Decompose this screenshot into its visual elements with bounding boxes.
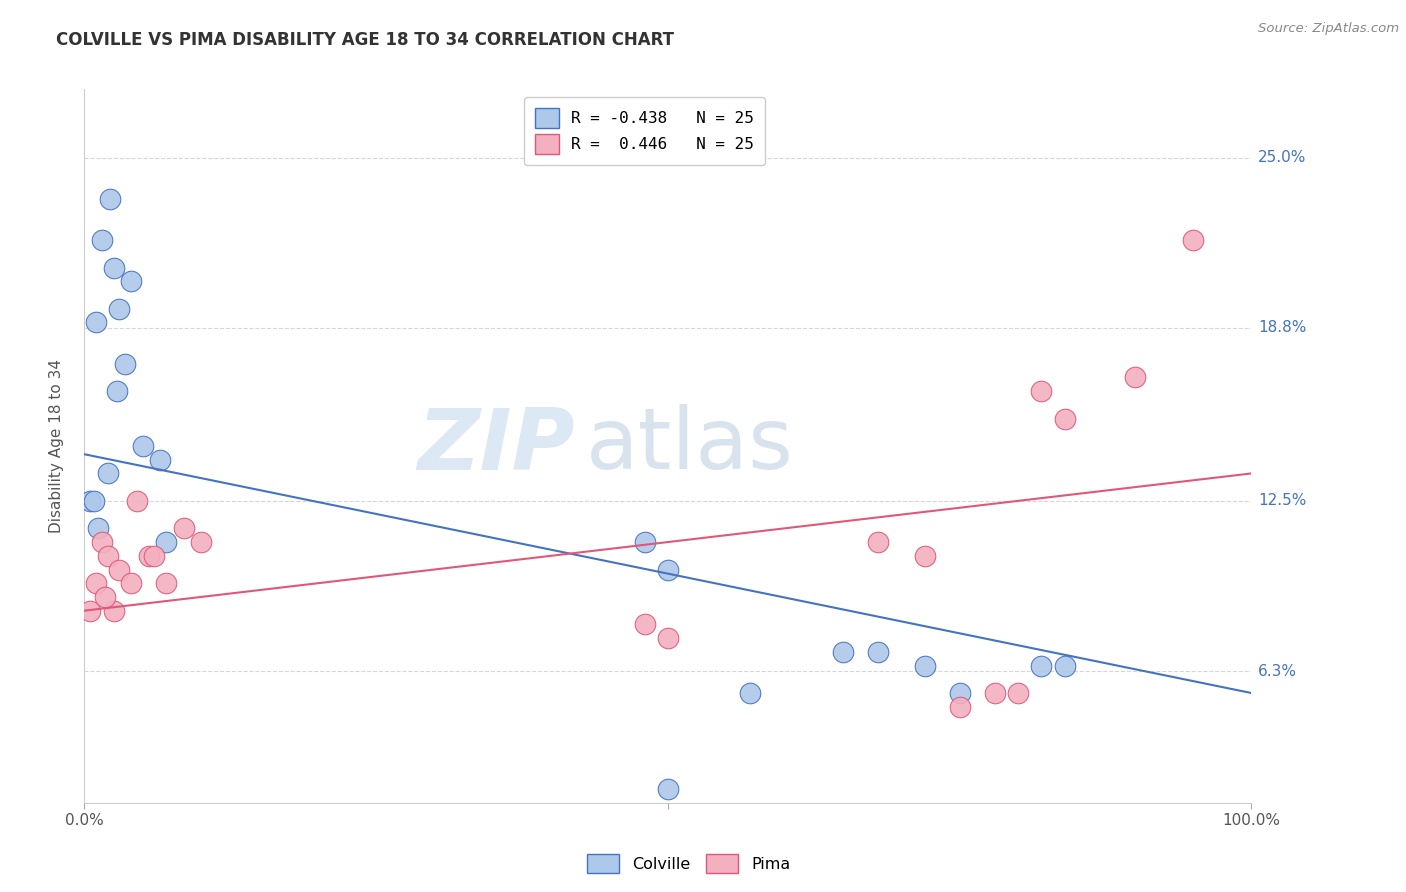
Point <box>108 562 131 576</box>
Text: atlas: atlas <box>586 404 794 488</box>
Text: 6.3%: 6.3% <box>1258 664 1298 679</box>
Point <box>1123 370 1146 384</box>
Point <box>87 521 110 535</box>
Point <box>83 494 105 508</box>
Point <box>120 576 142 591</box>
Point <box>983 686 1005 700</box>
Point <box>108 301 131 316</box>
Point <box>155 576 177 591</box>
Point <box>1181 233 1204 247</box>
Point <box>155 535 177 549</box>
Point <box>90 535 112 549</box>
Point <box>79 604 101 618</box>
Point <box>657 631 679 645</box>
Point <box>1007 686 1029 700</box>
Point <box>149 452 172 467</box>
Point <box>143 549 166 563</box>
Point <box>657 562 679 576</box>
Y-axis label: Disability Age 18 to 34: Disability Age 18 to 34 <box>49 359 63 533</box>
Point <box>120 274 142 288</box>
Point <box>190 535 212 549</box>
Point <box>90 233 112 247</box>
Point <box>114 357 136 371</box>
Point <box>832 645 855 659</box>
Point <box>173 521 195 535</box>
Point <box>1031 658 1053 673</box>
Point <box>914 658 936 673</box>
Point <box>1031 384 1053 398</box>
Point <box>914 549 936 563</box>
Point <box>94 590 117 604</box>
Point <box>79 494 101 508</box>
Point <box>132 439 155 453</box>
Point <box>633 535 655 549</box>
Point <box>98 192 121 206</box>
Text: 25.0%: 25.0% <box>1258 151 1306 165</box>
Point <box>866 535 889 549</box>
Point <box>103 604 125 618</box>
Point <box>125 494 148 508</box>
Point <box>657 782 679 797</box>
Text: Source: ZipAtlas.com: Source: ZipAtlas.com <box>1258 22 1399 36</box>
Legend: Colville, Pima: Colville, Pima <box>581 847 797 880</box>
Text: ZIP: ZIP <box>416 404 575 488</box>
Point <box>103 260 125 275</box>
Point <box>1053 658 1076 673</box>
Point <box>866 645 889 659</box>
Text: 12.5%: 12.5% <box>1258 493 1306 508</box>
Legend: R = -0.438   N = 25, R =  0.446   N = 25: R = -0.438 N = 25, R = 0.446 N = 25 <box>523 97 765 165</box>
Point <box>97 549 120 563</box>
Point <box>1053 411 1076 425</box>
Point <box>105 384 128 398</box>
Point <box>633 617 655 632</box>
Point <box>949 686 972 700</box>
Point <box>84 316 107 330</box>
Point <box>97 467 120 481</box>
Point <box>84 576 107 591</box>
Text: 18.8%: 18.8% <box>1258 320 1306 335</box>
Text: COLVILLE VS PIMA DISABILITY AGE 18 TO 34 CORRELATION CHART: COLVILLE VS PIMA DISABILITY AGE 18 TO 34… <box>56 31 675 49</box>
Point <box>738 686 761 700</box>
Point <box>138 549 160 563</box>
Point <box>949 699 972 714</box>
